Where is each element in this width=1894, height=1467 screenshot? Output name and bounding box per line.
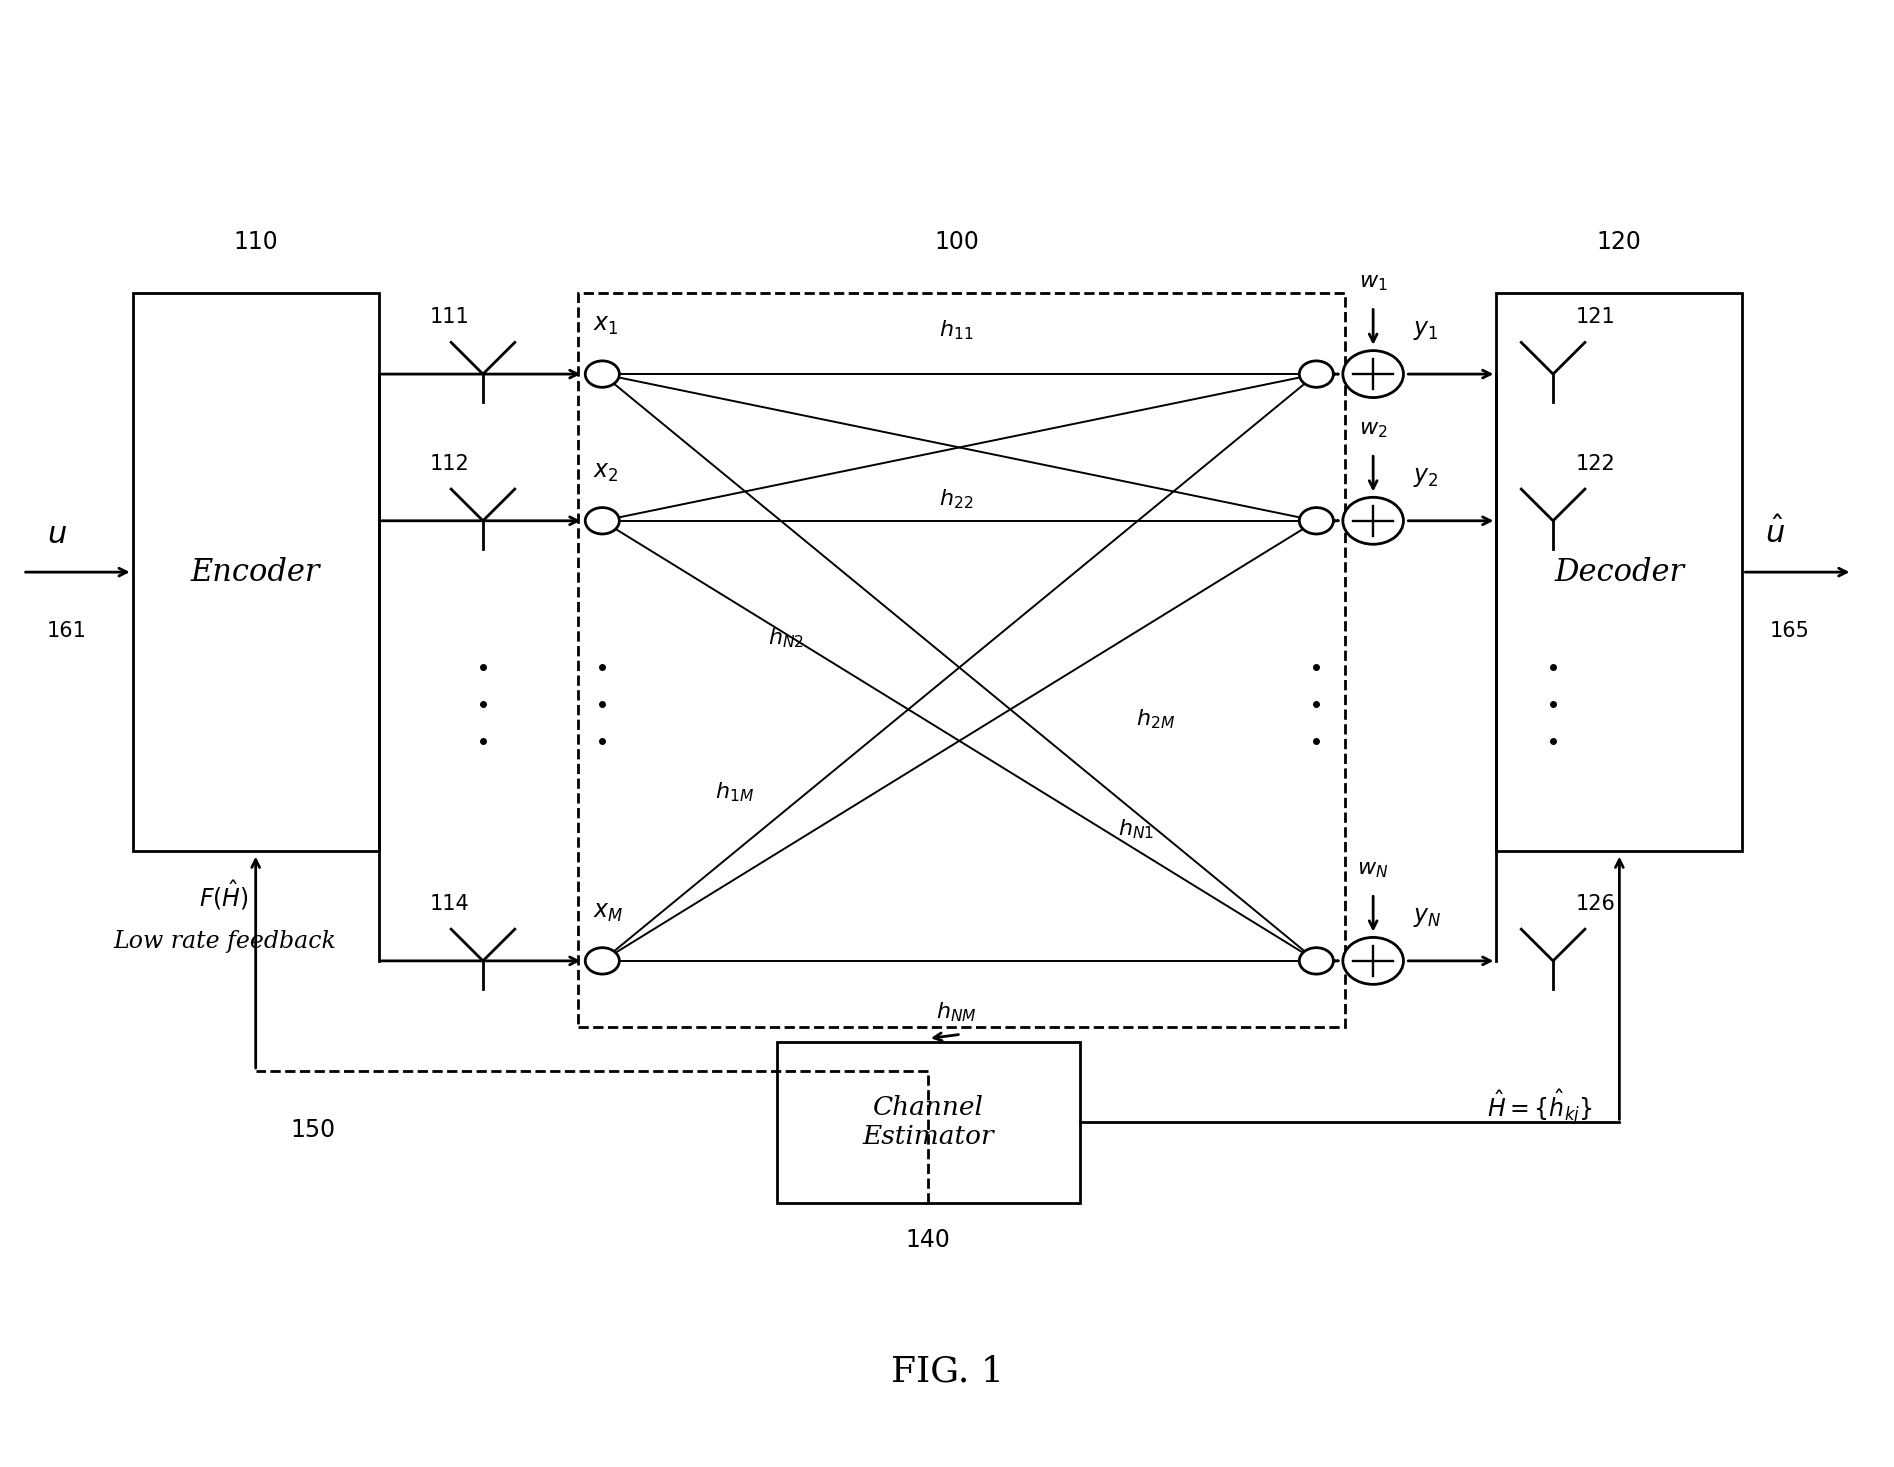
- Text: 161: 161: [45, 621, 87, 641]
- Circle shape: [1343, 937, 1403, 984]
- Text: $x_2$: $x_2$: [593, 461, 617, 484]
- Text: 100: 100: [934, 230, 979, 254]
- Text: $F(\hat{H})$: $F(\hat{H})$: [199, 879, 248, 911]
- Text: Decoder: Decoder: [1555, 556, 1684, 588]
- Text: $h_{N1}$: $h_{N1}$: [1117, 817, 1155, 841]
- Text: $w_N$: $w_N$: [1358, 858, 1388, 880]
- Circle shape: [1299, 508, 1333, 534]
- Text: FIG. 1: FIG. 1: [890, 1354, 1004, 1389]
- Circle shape: [585, 948, 619, 974]
- Text: $h_{NM}$: $h_{NM}$: [936, 1000, 977, 1024]
- Text: $h_{1M}$: $h_{1M}$: [716, 780, 754, 804]
- Circle shape: [1343, 497, 1403, 544]
- Text: $y_2$: $y_2$: [1413, 465, 1438, 489]
- Text: $w_2$: $w_2$: [1358, 418, 1388, 440]
- Text: 126: 126: [1576, 893, 1616, 914]
- Circle shape: [585, 361, 619, 387]
- Text: 165: 165: [1769, 621, 1811, 641]
- Text: 120: 120: [1597, 230, 1642, 254]
- Text: $w_1$: $w_1$: [1358, 271, 1388, 293]
- Text: $\hat{u}$: $\hat{u}$: [1765, 518, 1784, 550]
- Text: $h_{22}$: $h_{22}$: [939, 487, 974, 511]
- Text: $h_{2M}$: $h_{2M}$: [1136, 707, 1174, 731]
- Text: 140: 140: [905, 1228, 951, 1251]
- Circle shape: [585, 508, 619, 534]
- Text: $x_M$: $x_M$: [593, 901, 623, 924]
- Text: $y_1$: $y_1$: [1413, 318, 1438, 342]
- Text: $u$: $u$: [47, 519, 66, 550]
- Text: $h_{N2}$: $h_{N2}$: [767, 626, 805, 650]
- Text: $x_1$: $x_1$: [593, 314, 617, 337]
- Circle shape: [1343, 351, 1403, 398]
- Text: 110: 110: [233, 230, 278, 254]
- Text: $h_{11}$: $h_{11}$: [939, 318, 974, 342]
- Text: 111: 111: [430, 307, 470, 327]
- Text: $\hat{H} = \{\hat{h}_{kj}\}$: $\hat{H} = \{\hat{h}_{kj}\}$: [1487, 1087, 1593, 1128]
- Text: 114: 114: [430, 893, 470, 914]
- Text: Encoder: Encoder: [191, 556, 320, 588]
- Text: 122: 122: [1576, 453, 1616, 474]
- Text: $y_N$: $y_N$: [1413, 905, 1441, 929]
- Circle shape: [1299, 361, 1333, 387]
- Circle shape: [1299, 948, 1333, 974]
- Text: 150: 150: [290, 1118, 335, 1141]
- Text: 121: 121: [1576, 307, 1616, 327]
- Text: Low rate feedback: Low rate feedback: [114, 930, 337, 954]
- Text: 112: 112: [430, 453, 470, 474]
- Text: Channel
Estimator: Channel Estimator: [862, 1096, 994, 1149]
